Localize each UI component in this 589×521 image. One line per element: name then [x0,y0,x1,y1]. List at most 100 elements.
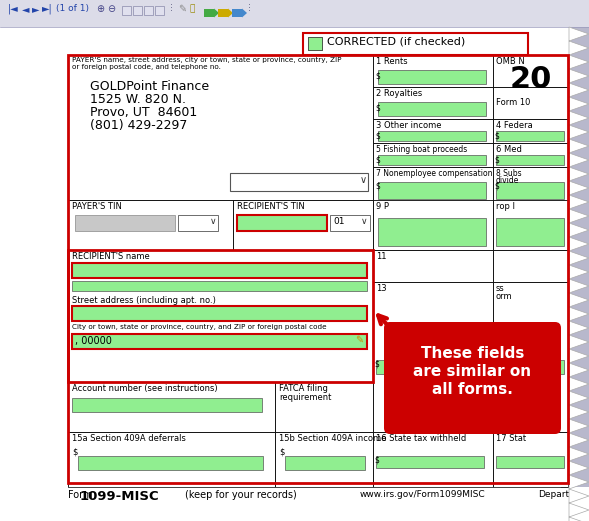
Text: all forms.: all forms. [432,382,513,397]
Bar [303,33,528,55]
Text: 6 Med: 6 Med [496,145,522,154]
Text: 20: 20 [510,65,552,94]
Bar [133,6,142,15]
Text: rop I: rop I [496,202,515,211]
Text: $: $ [279,447,284,456]
Bar [0,0,589,27]
Text: ⊕: ⊕ [96,4,104,14]
Text: $: $ [374,360,379,369]
Bar [68,55,568,483]
Bar [373,250,493,282]
Bar [373,432,493,487]
Bar [376,360,484,374]
Text: 2 Royalties: 2 Royalties [376,89,422,98]
Text: ∨: ∨ [210,217,217,226]
Text: , 00000: , 00000 [75,336,112,346]
Bar [378,70,486,84]
Text: 5 Fishing boat proceeds: 5 Fishing boat proceeds [376,145,467,154]
Text: Street address (including apt. no.): Street address (including apt. no.) [72,296,216,305]
Bar [330,215,370,231]
Bar [378,102,486,116]
Text: OMB N: OMB N [496,57,525,66]
Text: 01: 01 [333,217,345,226]
Bar [373,87,493,119]
Text: ⊖: ⊖ [107,4,115,14]
Text: RECIPIENT'S TIN: RECIPIENT'S TIN [237,202,305,211]
Text: $: $ [375,103,380,112]
Text: ✎: ✎ [178,4,186,14]
Bar [493,282,568,432]
Text: RECIPIENT'S name: RECIPIENT'S name [72,252,150,261]
Bar [373,282,493,432]
Bar [493,143,568,167]
Text: Form: Form [68,490,95,500]
Bar [493,250,568,282]
Text: ∨: ∨ [360,175,367,185]
Text: CORRECTED (if checked): CORRECTED (if checked) [327,36,465,46]
Text: divide: divide [496,176,519,185]
Bar [72,263,367,278]
Bar [496,218,564,246]
Bar [285,456,365,470]
Bar [378,155,486,165]
Text: 🔒: 🔒 [189,4,194,13]
Text: FATCA filing: FATCA filing [279,384,328,393]
Text: 9 P: 9 P [376,202,389,211]
Text: 13: 13 [376,284,386,293]
Text: ss: ss [496,284,505,293]
Bar [72,334,367,349]
Bar [233,200,373,250]
Bar [68,250,373,382]
Bar [373,143,493,167]
Bar [493,119,568,143]
Text: 4 Federa: 4 Federa [496,121,532,130]
Text: 1525 W. 820 N.: 1525 W. 820 N. [90,93,186,106]
Bar [68,55,373,200]
Bar [493,167,568,202]
Bar [230,173,368,191]
Bar [72,398,262,412]
Bar [496,360,564,374]
Bar [378,182,486,199]
Bar [496,456,564,468]
Text: Depart: Depart [538,490,569,499]
Bar [78,456,263,470]
Text: $: $ [72,447,77,456]
Text: ✎: ✎ [355,335,363,345]
Text: City or town, state or province, country, and ZIP or foreign postal code: City or town, state or province, country… [72,324,327,330]
Text: www.irs.gov/Form1099MISC: www.irs.gov/Form1099MISC [360,490,485,499]
Bar [155,6,164,15]
Bar [308,37,322,50]
Text: $: $ [375,71,380,80]
Bar [376,456,484,468]
Text: (801) 429-2297: (801) 429-2297 [90,119,187,132]
Bar [373,119,493,143]
Polygon shape [569,27,589,521]
Text: 15a Section 409A deferrals: 15a Section 409A deferrals [72,434,186,443]
Text: |◄: |◄ [8,4,19,15]
Text: or foreign postal code, and telephone no.: or foreign postal code, and telephone no… [72,64,221,70]
Text: $: $ [375,155,380,164]
Text: 1099-MISC: 1099-MISC [80,490,160,503]
Bar [496,155,564,165]
Bar [68,382,275,432]
Text: ►|: ►| [42,4,53,15]
Bar [0,487,589,521]
Bar [122,6,131,15]
Text: Account number (see instructions): Account number (see instructions) [72,384,217,393]
Text: 3 Other income: 3 Other income [376,121,442,130]
Bar [378,131,486,141]
Bar [237,215,327,231]
Bar [493,432,568,487]
Text: ◄: ◄ [22,4,29,14]
Text: GOLDPoint Finance: GOLDPoint Finance [90,80,209,93]
Text: 16 State tax withheld: 16 State tax withheld [376,434,466,443]
Bar [496,182,564,199]
Text: orm: orm [496,292,512,301]
Text: ⁝: ⁝ [170,4,173,14]
Bar [308,37,322,50]
Bar [75,215,175,231]
Bar [493,200,568,250]
Text: $: $ [494,182,499,191]
Text: 1 Rents: 1 Rents [376,57,408,66]
